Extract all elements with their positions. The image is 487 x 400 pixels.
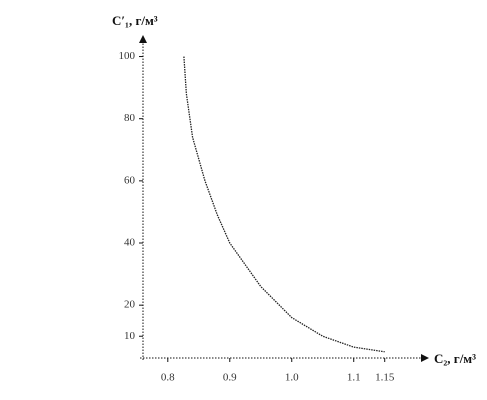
x-tick-label: 1.15 [375, 372, 395, 384]
y-tick-label: 80 [124, 112, 136, 124]
y-tick-label: 40 [124, 237, 136, 249]
y-tick-label: 20 [124, 299, 136, 311]
y-tick-label: 100 [119, 50, 136, 62]
x-tick-label: 0.9 [223, 372, 237, 384]
y-tick-label: 60 [124, 174, 136, 186]
x-tick-label: 1.1 [347, 372, 361, 384]
x-tick-label: 1.0 [285, 372, 299, 384]
x-tick-label: 0.8 [161, 372, 175, 384]
line [183, 56, 385, 353]
x-axis-label: C₂, г/м³ [434, 351, 476, 366]
y-tick-label: 10 [124, 330, 136, 342]
y-axis-label: C′₁, г/м³ [112, 13, 158, 28]
